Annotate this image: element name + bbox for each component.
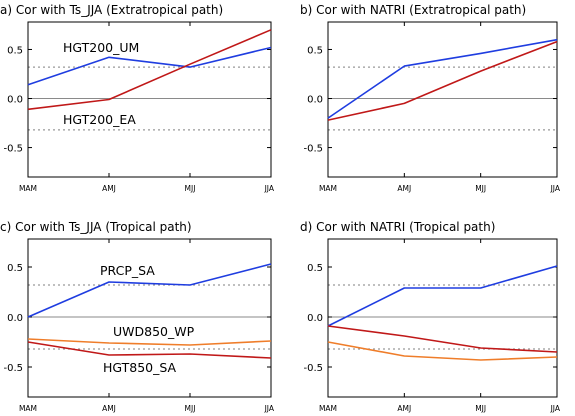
series-label: HGT850_SA [103, 360, 177, 375]
series-label: HGT200_UM [63, 40, 139, 55]
y-tick-label: 0.5 [307, 45, 323, 56]
x-tick-label: MAM [19, 184, 37, 193]
series-line-series-1 [327, 40, 558, 121]
panel-b: b) Cor with NATRI (Extratropical path) 0.… [300, 3, 561, 193]
series-label: UWD850_WP [113, 324, 195, 339]
series-label: HGT200_EA [63, 112, 136, 127]
series-line-series-0 [327, 265, 558, 327]
x-tick-label: MAM [19, 404, 37, 413]
panel-c: c) Cor with Ts_JJA (Tropical path) 0.5 0.0… [0, 220, 275, 413]
series-line-uwd850_wp [27, 338, 272, 346]
panel-d: d) Cor with NATRI (Tropical path) 0.5 0.0 -… [300, 220, 561, 413]
panel-title: b) Cor with NATRI (Extratropical path) [300, 3, 526, 17]
x-tick-label: JJA [264, 184, 275, 193]
x-tick-label: MJJ [475, 184, 486, 193]
y-tick-label: -0.5 [303, 363, 323, 374]
x-tick-label: JJA [264, 404, 275, 413]
y-tick-label: -0.5 [3, 144, 23, 155]
series-label: PRCP_SA [100, 263, 155, 278]
x-tick-label: MJJ [185, 184, 196, 193]
x-tick-label: AMJ [397, 184, 411, 193]
series-line-prcp_sa [27, 263, 272, 318]
x-tick-label: MJJ [475, 404, 486, 413]
x-tick-label: AMJ [102, 404, 116, 413]
series-line-hgt200_um [27, 46, 272, 86]
y-tick-label: 0.0 [307, 313, 323, 324]
series-line-series-1 [327, 325, 558, 353]
x-tick-label: MAM [319, 184, 337, 193]
y-tick-label: -0.5 [303, 144, 323, 155]
panel-title: a) Cor with Ts_JJA (Extratropical path) [0, 3, 223, 17]
x-tick-label: MJJ [185, 404, 196, 413]
axes-frame [27, 21, 272, 178]
y-tick-label: 0.5 [307, 263, 323, 274]
y-tick-label: 0.0 [7, 95, 23, 106]
x-tick-label: MAM [319, 404, 337, 413]
panel-a: a) Cor with Ts_JJA (Extratropical path) 0… [0, 3, 275, 193]
x-tick-label: JJA [550, 404, 561, 413]
x-tick-label: JJA [550, 184, 561, 193]
series-line-series-2 [327, 341, 558, 361]
y-tick-label: 0.5 [7, 45, 23, 56]
y-tick-label: 0.0 [7, 313, 23, 324]
panel-title: c) Cor with Ts_JJA (Tropical path) [0, 220, 192, 234]
y-tick-label: -0.5 [3, 363, 23, 374]
axes-frame [27, 238, 272, 398]
axes-frame [327, 238, 558, 398]
series-line-hgt850_sa [27, 341, 272, 359]
panel-title: d) Cor with NATRI (Tropical path) [300, 220, 495, 234]
y-tick-label: 0.5 [7, 263, 23, 274]
y-tick-label: 0.0 [307, 95, 323, 106]
x-tick-label: AMJ [397, 404, 411, 413]
x-tick-label: AMJ [102, 184, 116, 193]
series-line-series-0 [327, 38, 558, 119]
series-line-hgt200_ea [27, 29, 272, 111]
axes-frame [327, 21, 558, 178]
